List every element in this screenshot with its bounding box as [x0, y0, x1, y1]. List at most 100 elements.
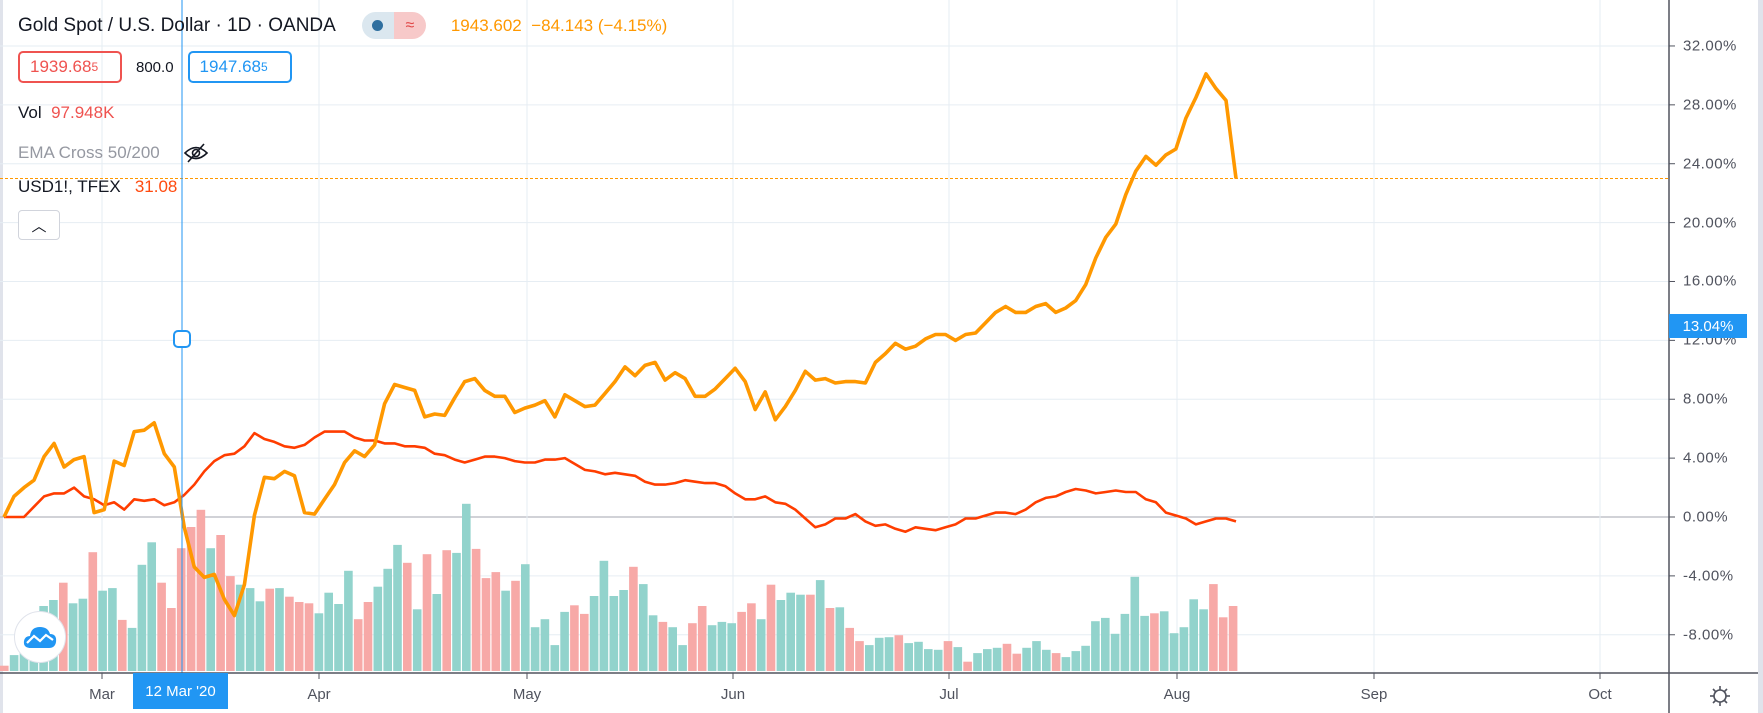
volume-bar: [973, 653, 982, 671]
price-axis-label: 4.00%: [1683, 449, 1729, 467]
volume-bar: [1081, 645, 1090, 671]
compare-label: USD1!, TFEX: [18, 177, 121, 196]
eye-off-icon[interactable]: [182, 141, 210, 165]
volume-bar: [226, 576, 235, 671]
price-axis-label: 20.00%: [1683, 214, 1737, 232]
volume-bar: [1199, 609, 1208, 671]
volume-bar: [678, 645, 687, 671]
volume-bar: [540, 619, 550, 671]
volume-bar: [1169, 633, 1179, 671]
volume-bar: [943, 641, 953, 671]
price-axis-label: -8.00%: [1683, 626, 1734, 644]
volume-bar: [924, 649, 933, 671]
volume-bar: [167, 608, 176, 671]
chevron-up-icon: ︿: [31, 217, 47, 235]
trade-buttons: 1939.68 5 800.0 1947.68 5: [18, 51, 292, 83]
buy-price-pip: 5: [261, 60, 268, 74]
volume-bar: [353, 619, 363, 671]
price-axis-label: 32.00%: [1683, 37, 1737, 55]
volume-bar: [285, 596, 294, 671]
volume-bar: [294, 602, 304, 671]
volume-bar: [806, 594, 815, 671]
time-axis-label: Oct: [1588, 686, 1612, 703]
volume-bar: [874, 637, 884, 671]
sell-button[interactable]: 1939.68 5: [18, 51, 122, 83]
volume-bar: [1091, 621, 1100, 671]
volume-bar: [108, 588, 117, 671]
compare-value: 31.08: [134, 177, 178, 196]
volume-bar: [432, 594, 442, 671]
volume-bar: [688, 623, 697, 671]
volume-bar: [776, 600, 786, 671]
volume-bar: [1159, 611, 1169, 671]
volume-bar: [481, 578, 491, 671]
volume-bar: [1120, 613, 1130, 671]
price-axis-label: 16.00%: [1683, 272, 1737, 290]
volume-bar: [1140, 615, 1149, 671]
volume-bar: [422, 554, 432, 671]
volume-bar: [245, 588, 255, 671]
symbol-title[interactable]: Gold Spot / U.S. Dollar · 1D · OANDA: [18, 14, 336, 36]
volume-bar: [737, 611, 746, 671]
price-axis-label: 0.00%: [1683, 508, 1729, 526]
right-scrollbar[interactable]: [1758, 0, 1763, 713]
volume-bar: [1228, 606, 1238, 671]
volume-bar: [1042, 649, 1051, 671]
time-axis-label: Jul: [939, 686, 959, 703]
compare-legend[interactable]: USD1!, TFEX 31.08: [18, 177, 177, 197]
gear-icon[interactable]: [1708, 684, 1732, 708]
grid: [0, 0, 1669, 673]
volume-bar: [324, 592, 333, 671]
volume-bar: [442, 550, 451, 671]
volume-bar: [609, 596, 619, 671]
approx-equal-icon[interactable]: ≈: [393, 12, 426, 39]
time-axis-ticks: [101, 673, 1601, 679]
volume-bar: [786, 592, 795, 671]
volume-bar: [383, 568, 392, 671]
time-axis-label: Jun: [720, 686, 746, 703]
volume-bar: [1130, 576, 1140, 671]
volume-bar: [796, 594, 805, 671]
collapse-legend-button[interactable]: ︿: [18, 210, 60, 240]
volume-bar: [953, 647, 963, 671]
volume-legend[interactable]: Vol 97.948K: [18, 103, 114, 123]
time-axis-label: Mar: [89, 686, 115, 703]
volume-bar: [639, 584, 648, 671]
volume-bar: [894, 635, 904, 671]
crosshair-date-label: 12 Mar '20: [133, 673, 228, 709]
volume-bar: [186, 527, 196, 671]
volume-bar: [403, 562, 412, 671]
volume-bar: [157, 582, 166, 671]
volume-bar: [118, 619, 127, 671]
tradingview-logo-icon[interactable]: [14, 611, 66, 663]
crosshair-handle[interactable]: [173, 330, 191, 348]
volume-bar: [206, 548, 215, 671]
spread: 800.0: [136, 58, 174, 76]
volume-bar: [1218, 617, 1228, 671]
sell-price: 1939.68: [30, 57, 92, 76]
ema-legend[interactable]: EMA Cross 50/200: [18, 141, 210, 165]
volume-bar: [344, 570, 353, 671]
volume-bar: [570, 605, 579, 671]
volume-bar: [992, 647, 1002, 671]
buy-button[interactable]: 1947.68 5: [187, 51, 292, 83]
volume-bar: [599, 560, 609, 671]
volume-bar: [491, 572, 501, 671]
volume-bar: [334, 604, 343, 671]
volume-bar: [68, 603, 78, 671]
price-axis-label: 28.00%: [1683, 96, 1737, 114]
price-axis-label: -4.00%: [1683, 567, 1734, 585]
volume-bar: [1022, 647, 1031, 671]
volume-bar: [216, 535, 225, 671]
volume-bar: [412, 609, 422, 671]
market-status-dot-icon[interactable]: [361, 12, 394, 39]
volume-bar: [0, 665, 9, 671]
legend-toggle[interactable]: ≈: [361, 12, 426, 39]
volume-bar: [373, 586, 383, 671]
volume-bar: [835, 607, 845, 671]
volume-bar: [707, 625, 717, 671]
volume-bar: [648, 615, 658, 671]
time-axis-label: Aug: [1163, 686, 1191, 703]
volume-bar: [766, 584, 776, 671]
